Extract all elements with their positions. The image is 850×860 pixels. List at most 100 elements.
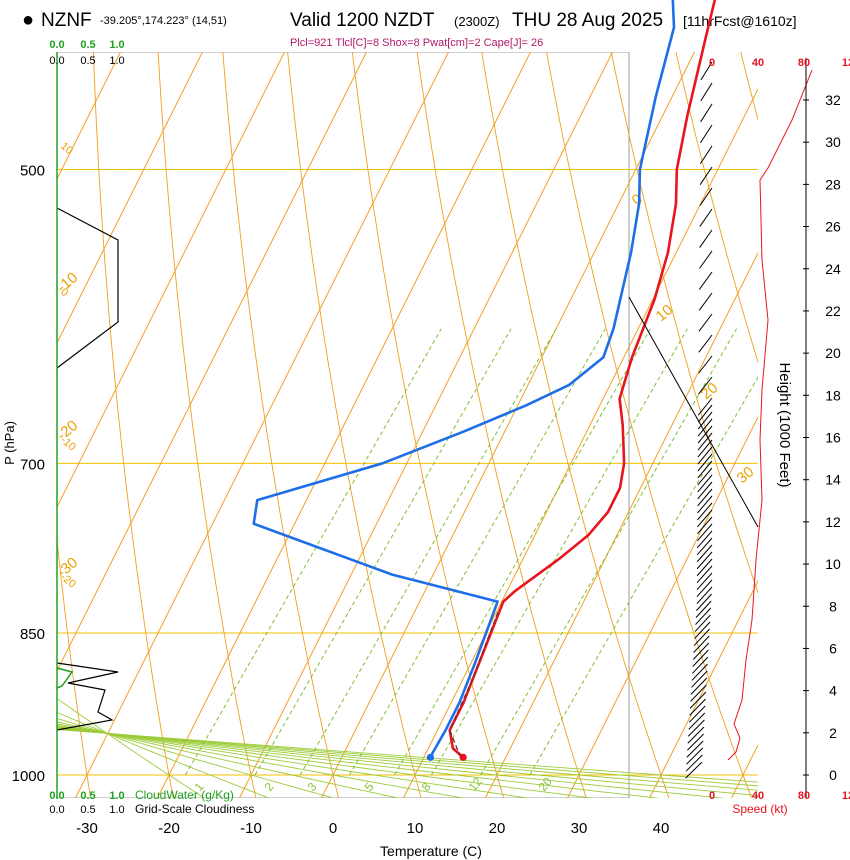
wind-barb xyxy=(696,551,713,570)
isotherm-label: 0 xyxy=(629,191,646,209)
wind-barb xyxy=(697,418,713,437)
sounding-indices: Plcl=921 Tlcl[C]=8 Shox=8 Pwat[cm]=2 Cap… xyxy=(290,37,544,49)
mixing-ratio-label: 3 xyxy=(305,780,320,794)
wind-barb xyxy=(698,355,713,374)
isotherm-label: 30 xyxy=(734,463,758,487)
isotherm-line xyxy=(156,52,532,798)
wind-barb xyxy=(696,544,713,563)
wind-barb xyxy=(696,558,713,577)
wind-barb xyxy=(696,565,713,584)
wind-barb xyxy=(686,747,704,765)
wind-barb xyxy=(697,446,713,465)
isotherm-line xyxy=(484,251,758,798)
station-id: NZNF xyxy=(41,10,92,31)
wind-barb xyxy=(690,684,707,702)
wind-barb xyxy=(697,460,713,479)
wind-barb xyxy=(697,488,713,507)
wind-barb xyxy=(691,663,708,681)
height-tick-label: 22 xyxy=(825,303,841,319)
wind-barb xyxy=(697,439,713,458)
wind-barb xyxy=(693,628,710,646)
cloudwater-tick-top: 0.5 xyxy=(80,39,95,51)
mixing-ratio-line xyxy=(254,328,512,776)
isotherm-line xyxy=(57,52,122,181)
valid-date: THU 28 Aug 2025 xyxy=(512,10,664,31)
speed-tick-bottom: 40 xyxy=(752,790,764,802)
cloudwater-profile xyxy=(56,667,74,689)
wind-barb xyxy=(697,495,713,514)
x-tick-label: 0 xyxy=(329,820,337,837)
wind-barb xyxy=(690,677,708,695)
parcel-line xyxy=(449,611,499,758)
height-tick-label: 4 xyxy=(829,683,837,699)
speed-axis-label: Speed (kt) xyxy=(732,802,787,816)
wind-barb xyxy=(696,572,713,591)
wind-barb xyxy=(696,530,713,549)
station-coords: -39.205°,174.223° (14,51) xyxy=(100,15,227,27)
isotherm-line xyxy=(804,0,850,818)
wind-barb xyxy=(691,670,708,688)
wind-barb xyxy=(696,593,712,611)
mixing-ratio-line xyxy=(299,328,557,776)
isotherm-line xyxy=(320,52,696,798)
height-tick-label: 28 xyxy=(825,176,841,192)
wind-barb xyxy=(699,145,713,164)
dry-adiabat xyxy=(222,52,339,798)
height-tick-label: 12 xyxy=(825,514,841,530)
cloudiness-tick-top: 0.0 xyxy=(49,55,64,67)
height-tick-label: 2 xyxy=(829,725,837,741)
cloudiness-tick-top: 1.0 xyxy=(109,55,124,67)
isotherm-line xyxy=(57,52,368,673)
cloudwater-tick-bottom: 0.5 xyxy=(80,790,95,802)
wind-barb xyxy=(695,607,712,625)
cloudwater-tick-bottom: 1.0 xyxy=(109,790,124,802)
dry-adiabat xyxy=(416,52,587,798)
wind-barb xyxy=(699,166,713,185)
wind-barb xyxy=(700,103,713,123)
pressure-tick-label: 1000 xyxy=(12,768,45,785)
wind-barb xyxy=(697,516,713,535)
y-axis-label: P (hPa) xyxy=(2,421,17,465)
height-tick-label: 10 xyxy=(825,556,841,572)
wind-barb xyxy=(696,523,713,542)
dry-adiabat xyxy=(157,52,257,798)
cloudiness-lower xyxy=(56,662,119,731)
wind-barb xyxy=(695,600,712,618)
wind-barb xyxy=(697,397,713,416)
wind-barb xyxy=(699,187,713,206)
wind-barb xyxy=(698,376,713,395)
speed-tick-top: 0 xyxy=(709,57,715,69)
wind-barb xyxy=(697,467,713,486)
height-guide xyxy=(628,296,759,528)
x-tick-label: 20 xyxy=(489,820,506,837)
mixing-ratio-line xyxy=(348,328,606,776)
wind-barb xyxy=(697,453,713,472)
wind-barb xyxy=(687,726,705,744)
mixing-ratio-line xyxy=(184,328,442,776)
moist-adiabat xyxy=(57,724,531,798)
speed-tick-top: 12 xyxy=(842,57,850,69)
wind-barb xyxy=(697,404,713,423)
isotherm-line xyxy=(74,52,450,798)
wind-speed-line xyxy=(727,69,813,761)
x-tick-label: -10 xyxy=(240,820,262,837)
cloudiness-tick-bottom: 0.5 xyxy=(80,804,95,816)
wind-barb xyxy=(699,229,713,248)
dry-adiabat xyxy=(0,0,11,818)
wind-barb xyxy=(699,208,713,227)
dry-adiabat xyxy=(351,52,505,798)
valid-utc: (2300Z) xyxy=(454,14,500,29)
dry-adiabat xyxy=(287,52,422,798)
dry-adiabat xyxy=(610,52,758,595)
x-tick-label: 40 xyxy=(653,820,670,837)
height-tick-label: 26 xyxy=(825,219,841,235)
wind-barb xyxy=(689,691,707,709)
cloudwater-tick-top: 1.0 xyxy=(109,39,124,51)
isotherm-line xyxy=(648,579,758,798)
speed-tick-bottom: 80 xyxy=(798,790,810,802)
x-tick-label: 30 xyxy=(571,820,588,837)
mixing-ratio-line xyxy=(529,376,758,776)
isotherm-line xyxy=(566,415,758,798)
wind-barb xyxy=(692,642,710,660)
wind-barb xyxy=(686,740,704,758)
